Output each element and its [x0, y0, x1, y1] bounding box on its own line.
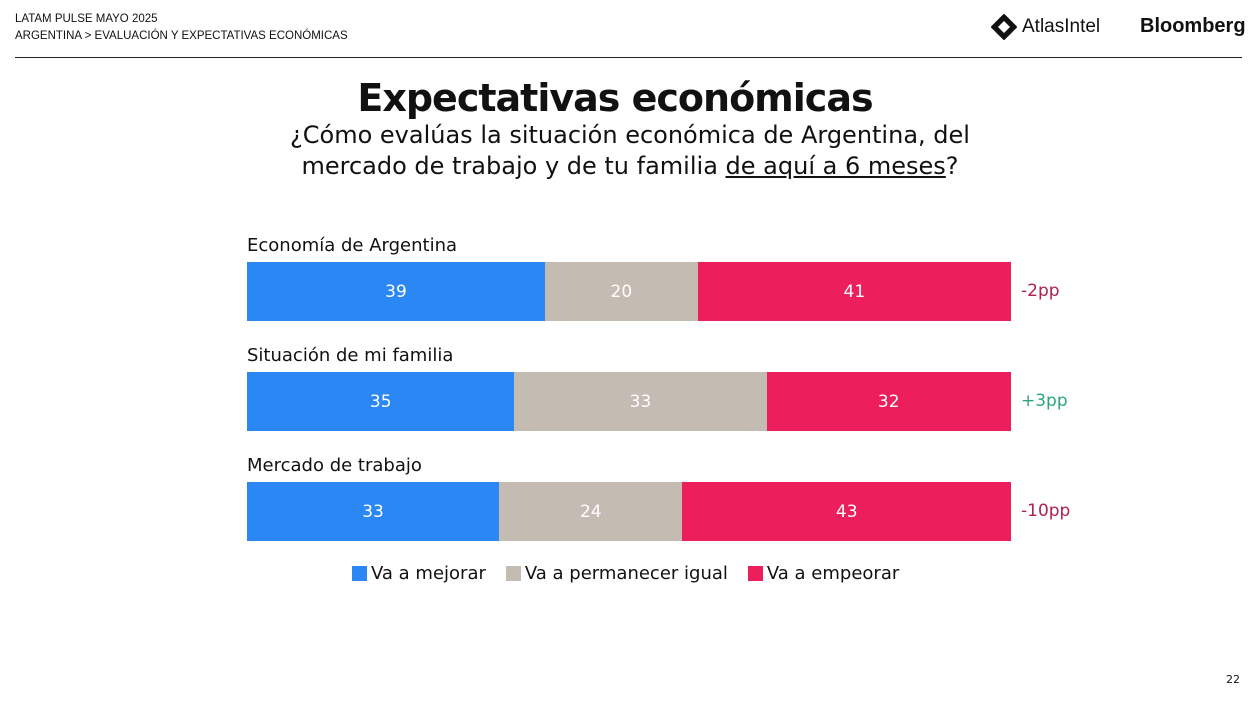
subtitle-underlined: de aquí a 6 meses [725, 152, 946, 180]
legend: Va a mejorar Va a permanecer igual Va a em… [352, 563, 899, 584]
bar-row: 33 24 43 [247, 482, 1011, 541]
delta-label: -2pp [1021, 281, 1060, 301]
legend-label: Va a mejorar [371, 563, 486, 584]
category-label: Economía de Argentina [247, 235, 458, 256]
data-label: 32 [877, 391, 900, 412]
data-label: 41 [843, 281, 866, 302]
bar-segment: 32 [766, 372, 1011, 431]
delta-label: +3pp [1021, 391, 1068, 411]
header-breadcrumb: ARGENTINA > EVALUACIÓN Y EXPECTATIVAS EC… [15, 30, 348, 42]
legend-item: Va a mejorar [352, 563, 486, 584]
bar-segment: 35 [247, 372, 515, 431]
legend-label: Va a permanecer igual [524, 563, 728, 584]
data-label: 33 [629, 391, 652, 412]
bar-segment: 41 [697, 262, 1011, 321]
bar-segment: 33 [514, 372, 767, 431]
bar-segment: 39 [247, 262, 545, 321]
header-line1: LATAM PULSE MAYO 2025 [15, 13, 158, 25]
legend-swatch [747, 566, 763, 581]
subtitle-line2: mercado de trabajo y de tu familia [301, 152, 726, 180]
data-label: 35 [369, 391, 392, 412]
subtitle-line1: ¿Cómo evalúas la situación económica de … [290, 121, 970, 149]
atlasintel-logo: AtlasIntel [991, 14, 1100, 40]
legend-swatch [352, 566, 367, 581]
data-label: 43 [835, 501, 858, 522]
category-label: Situación de mi familia [247, 345, 454, 366]
bar-segment: 20 [544, 262, 698, 321]
chart-title: Expectativas económicas [357, 76, 873, 120]
bar-segment: 24 [499, 482, 683, 541]
bar-segment: 43 [682, 482, 1011, 541]
category-label: Mercado de trabajo [247, 455, 422, 476]
bar-segment: 33 [247, 482, 500, 541]
chart-subtitle: ¿Cómo evalúas la situación económica de … [0, 120, 1260, 182]
delta-label: -10pp [1021, 501, 1071, 521]
bar-row: 35 33 32 [247, 372, 1011, 431]
bar-row: 39 20 41 [247, 262, 1011, 321]
data-label: 39 [385, 281, 407, 302]
legend-item: Va a permanecer igual [505, 563, 728, 584]
atlasintel-logo-text: AtlasIntel [1022, 16, 1101, 37]
legend-label: Va a empeorar [766, 563, 900, 584]
page-number: 22 [1226, 673, 1240, 686]
legend-item: Va a empeorar [747, 563, 900, 584]
legend-swatch [505, 566, 521, 581]
bloomberg-logo: Bloomberg [1140, 15, 1246, 37]
atlasintel-diamond-icon [991, 14, 1017, 40]
subtitle-end: ? [945, 152, 959, 180]
data-label: 20 [610, 281, 633, 302]
header-divider [15, 57, 1242, 58]
data-label: 24 [579, 501, 602, 522]
data-label: 33 [362, 501, 384, 522]
